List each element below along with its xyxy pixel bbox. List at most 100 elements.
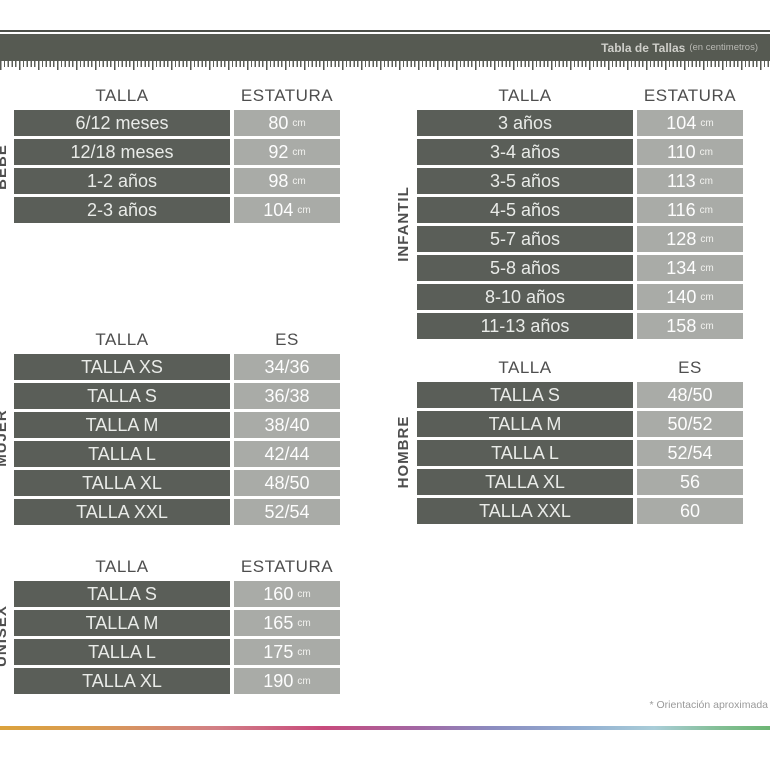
size-name-cell: 8-10 años bbox=[417, 284, 633, 310]
size-name-cell: TALLA M bbox=[417, 411, 633, 437]
size-value-cell: 48/50 bbox=[637, 382, 743, 408]
size-name-cell: TALLA XL bbox=[417, 469, 633, 495]
size-name-cell: 12/18 meses bbox=[14, 139, 230, 165]
size-value-cell: 42/44 bbox=[234, 441, 340, 467]
value: 42/44 bbox=[264, 443, 310, 464]
unit-label: cm bbox=[297, 588, 311, 600]
size-value-cell: 104 cm bbox=[637, 110, 743, 136]
table-grid-mujer: TALLA ES TALLA XS 34/36 TALLA S 36/38 TALLA M 3… bbox=[14, 328, 340, 525]
size-name-cell: TALLA XXL bbox=[14, 499, 230, 525]
size-name-cell: 2-3 años bbox=[14, 197, 230, 223]
top-rule-line bbox=[0, 30, 770, 32]
value: 140 bbox=[666, 286, 697, 307]
value: 165 bbox=[263, 612, 294, 633]
value: 36/38 bbox=[264, 385, 310, 406]
size-value-cell: 52/54 bbox=[637, 440, 743, 466]
value: 128 bbox=[666, 228, 697, 249]
size-name-cell: 5-7 años bbox=[417, 226, 633, 252]
table-label-mujer: MUJER bbox=[0, 409, 10, 467]
size-table-hombre: HOMBRE TALLA ES TALLA S 48/50 TALLA M 50/52 TAL… bbox=[395, 356, 743, 524]
table-grid-hombre: TALLA ES TALLA S 48/50 TALLA M 50/52 TALLA L 52… bbox=[417, 356, 743, 524]
column-header-measure: ESTATURA bbox=[240, 556, 334, 576]
value: 80 bbox=[268, 112, 289, 133]
size-value-cell: 140 cm bbox=[637, 284, 743, 310]
size-name-cell: TALLA L bbox=[14, 441, 230, 467]
size-value-cell: 34/36 bbox=[234, 354, 340, 380]
value: 134 bbox=[666, 257, 697, 278]
footnote: * Orientación aproximada bbox=[649, 699, 768, 711]
unit-label: cm bbox=[700, 320, 714, 332]
size-name-cell: TALLA S bbox=[417, 382, 633, 408]
value: 50/52 bbox=[667, 413, 713, 434]
size-name-cell: 6/12 meses bbox=[14, 110, 230, 136]
unit-label: cm bbox=[700, 233, 714, 245]
value: 56 bbox=[679, 471, 701, 492]
size-value-cell: 116 cm bbox=[637, 197, 743, 223]
size-table-infantil: INFANTIL TALLA ESTATURA 3 años 104 cm 3-4 años… bbox=[395, 84, 743, 339]
size-name-cell: 4-5 años bbox=[417, 197, 633, 223]
value: 160 bbox=[263, 583, 294, 604]
value: 175 bbox=[263, 641, 294, 662]
size-value-cell: 38/40 bbox=[234, 412, 340, 438]
size-value-cell: 175 cm bbox=[234, 639, 340, 665]
unit-label: cm bbox=[297, 675, 311, 687]
size-value-cell: 160 cm bbox=[234, 581, 340, 607]
size-name-cell: TALLA XS bbox=[14, 354, 230, 380]
table-grid-unisex: TALLA ESTATURA TALLA S 160 cm TALLA M 165 cm TAL… bbox=[14, 555, 340, 694]
value: 38/40 bbox=[264, 414, 310, 435]
size-value-cell: 50/52 bbox=[637, 411, 743, 437]
column-header-measure: ES bbox=[678, 357, 702, 377]
ruler-tall-ticks bbox=[0, 61, 770, 70]
value: 48/50 bbox=[667, 384, 713, 405]
size-name-cell: 3 años bbox=[417, 110, 633, 136]
unit-label: cm bbox=[699, 146, 714, 158]
size-table-bebe: BEBE TALLA ESTATURA 6/12 meses 80 cm 12/18 mes… bbox=[0, 84, 340, 223]
value: 92 bbox=[268, 141, 289, 162]
value: 190 bbox=[263, 670, 294, 691]
value: 52/54 bbox=[667, 442, 713, 463]
value: 34/36 bbox=[264, 356, 310, 377]
column-header-measure: ESTATURA bbox=[240, 85, 334, 105]
column-header-talla: TALLA bbox=[95, 85, 149, 105]
ruler-ticks bbox=[0, 61, 770, 70]
unit-label: cm bbox=[292, 175, 306, 187]
value: 110 bbox=[666, 141, 696, 162]
size-name-cell: TALLA L bbox=[14, 639, 230, 665]
size-name-cell: TALLA M bbox=[14, 610, 230, 636]
size-name-cell: TALLA XL bbox=[14, 470, 230, 496]
unit-label: cm bbox=[292, 146, 306, 158]
column-header-talla: TALLA bbox=[95, 556, 149, 576]
unit-label: cm bbox=[699, 204, 714, 216]
unit-label: cm bbox=[292, 117, 306, 129]
size-name-cell: 11-13 años bbox=[417, 313, 633, 339]
size-name-cell: TALLA M bbox=[14, 412, 230, 438]
size-name-cell: 3-5 años bbox=[417, 168, 633, 194]
rainbow-divider bbox=[0, 726, 770, 730]
size-value-cell: 113 cm bbox=[637, 168, 743, 194]
unit-label: cm bbox=[297, 646, 311, 658]
table-grid-infantil: TALLA ESTATURA 3 años 104 cm 3-4 años 110 cm 3-5… bbox=[417, 84, 743, 339]
value: 116 bbox=[666, 199, 696, 220]
size-name-cell: 3-4 años bbox=[417, 139, 633, 165]
page-title: Tabla de Tallas bbox=[601, 40, 686, 55]
value: 52/54 bbox=[264, 501, 310, 522]
size-name-cell: 5-8 años bbox=[417, 255, 633, 281]
size-table-unisex: UNISEX TALLA ESTATURA TALLA S 160 cm TALLA M 16… bbox=[0, 555, 340, 694]
unit-label: cm bbox=[700, 117, 714, 129]
value: 158 bbox=[666, 315, 697, 336]
size-value-cell: 158 cm bbox=[637, 313, 743, 339]
unit-label: cm bbox=[700, 291, 714, 303]
column-header-talla: TALLA bbox=[498, 85, 552, 105]
table-label-hombre: HOMBRE bbox=[395, 415, 412, 489]
size-value-cell: 80 cm bbox=[234, 110, 340, 136]
value: 113 bbox=[666, 170, 696, 191]
size-value-cell: 128 cm bbox=[637, 226, 743, 252]
size-name-cell: 1-2 años bbox=[14, 168, 230, 194]
value: 98 bbox=[268, 170, 289, 191]
size-value-cell: 98 cm bbox=[234, 168, 340, 194]
header-bar: Tabla de Tallas (en centimetros) bbox=[0, 34, 770, 61]
unit-label: cm bbox=[700, 262, 714, 274]
size-value-cell: 104 cm bbox=[234, 197, 340, 223]
size-table-mujer: MUJER TALLA ES TALLA XS 34/36 TALLA S 36/38 TAL… bbox=[0, 328, 340, 525]
value: 104 bbox=[263, 199, 294, 220]
